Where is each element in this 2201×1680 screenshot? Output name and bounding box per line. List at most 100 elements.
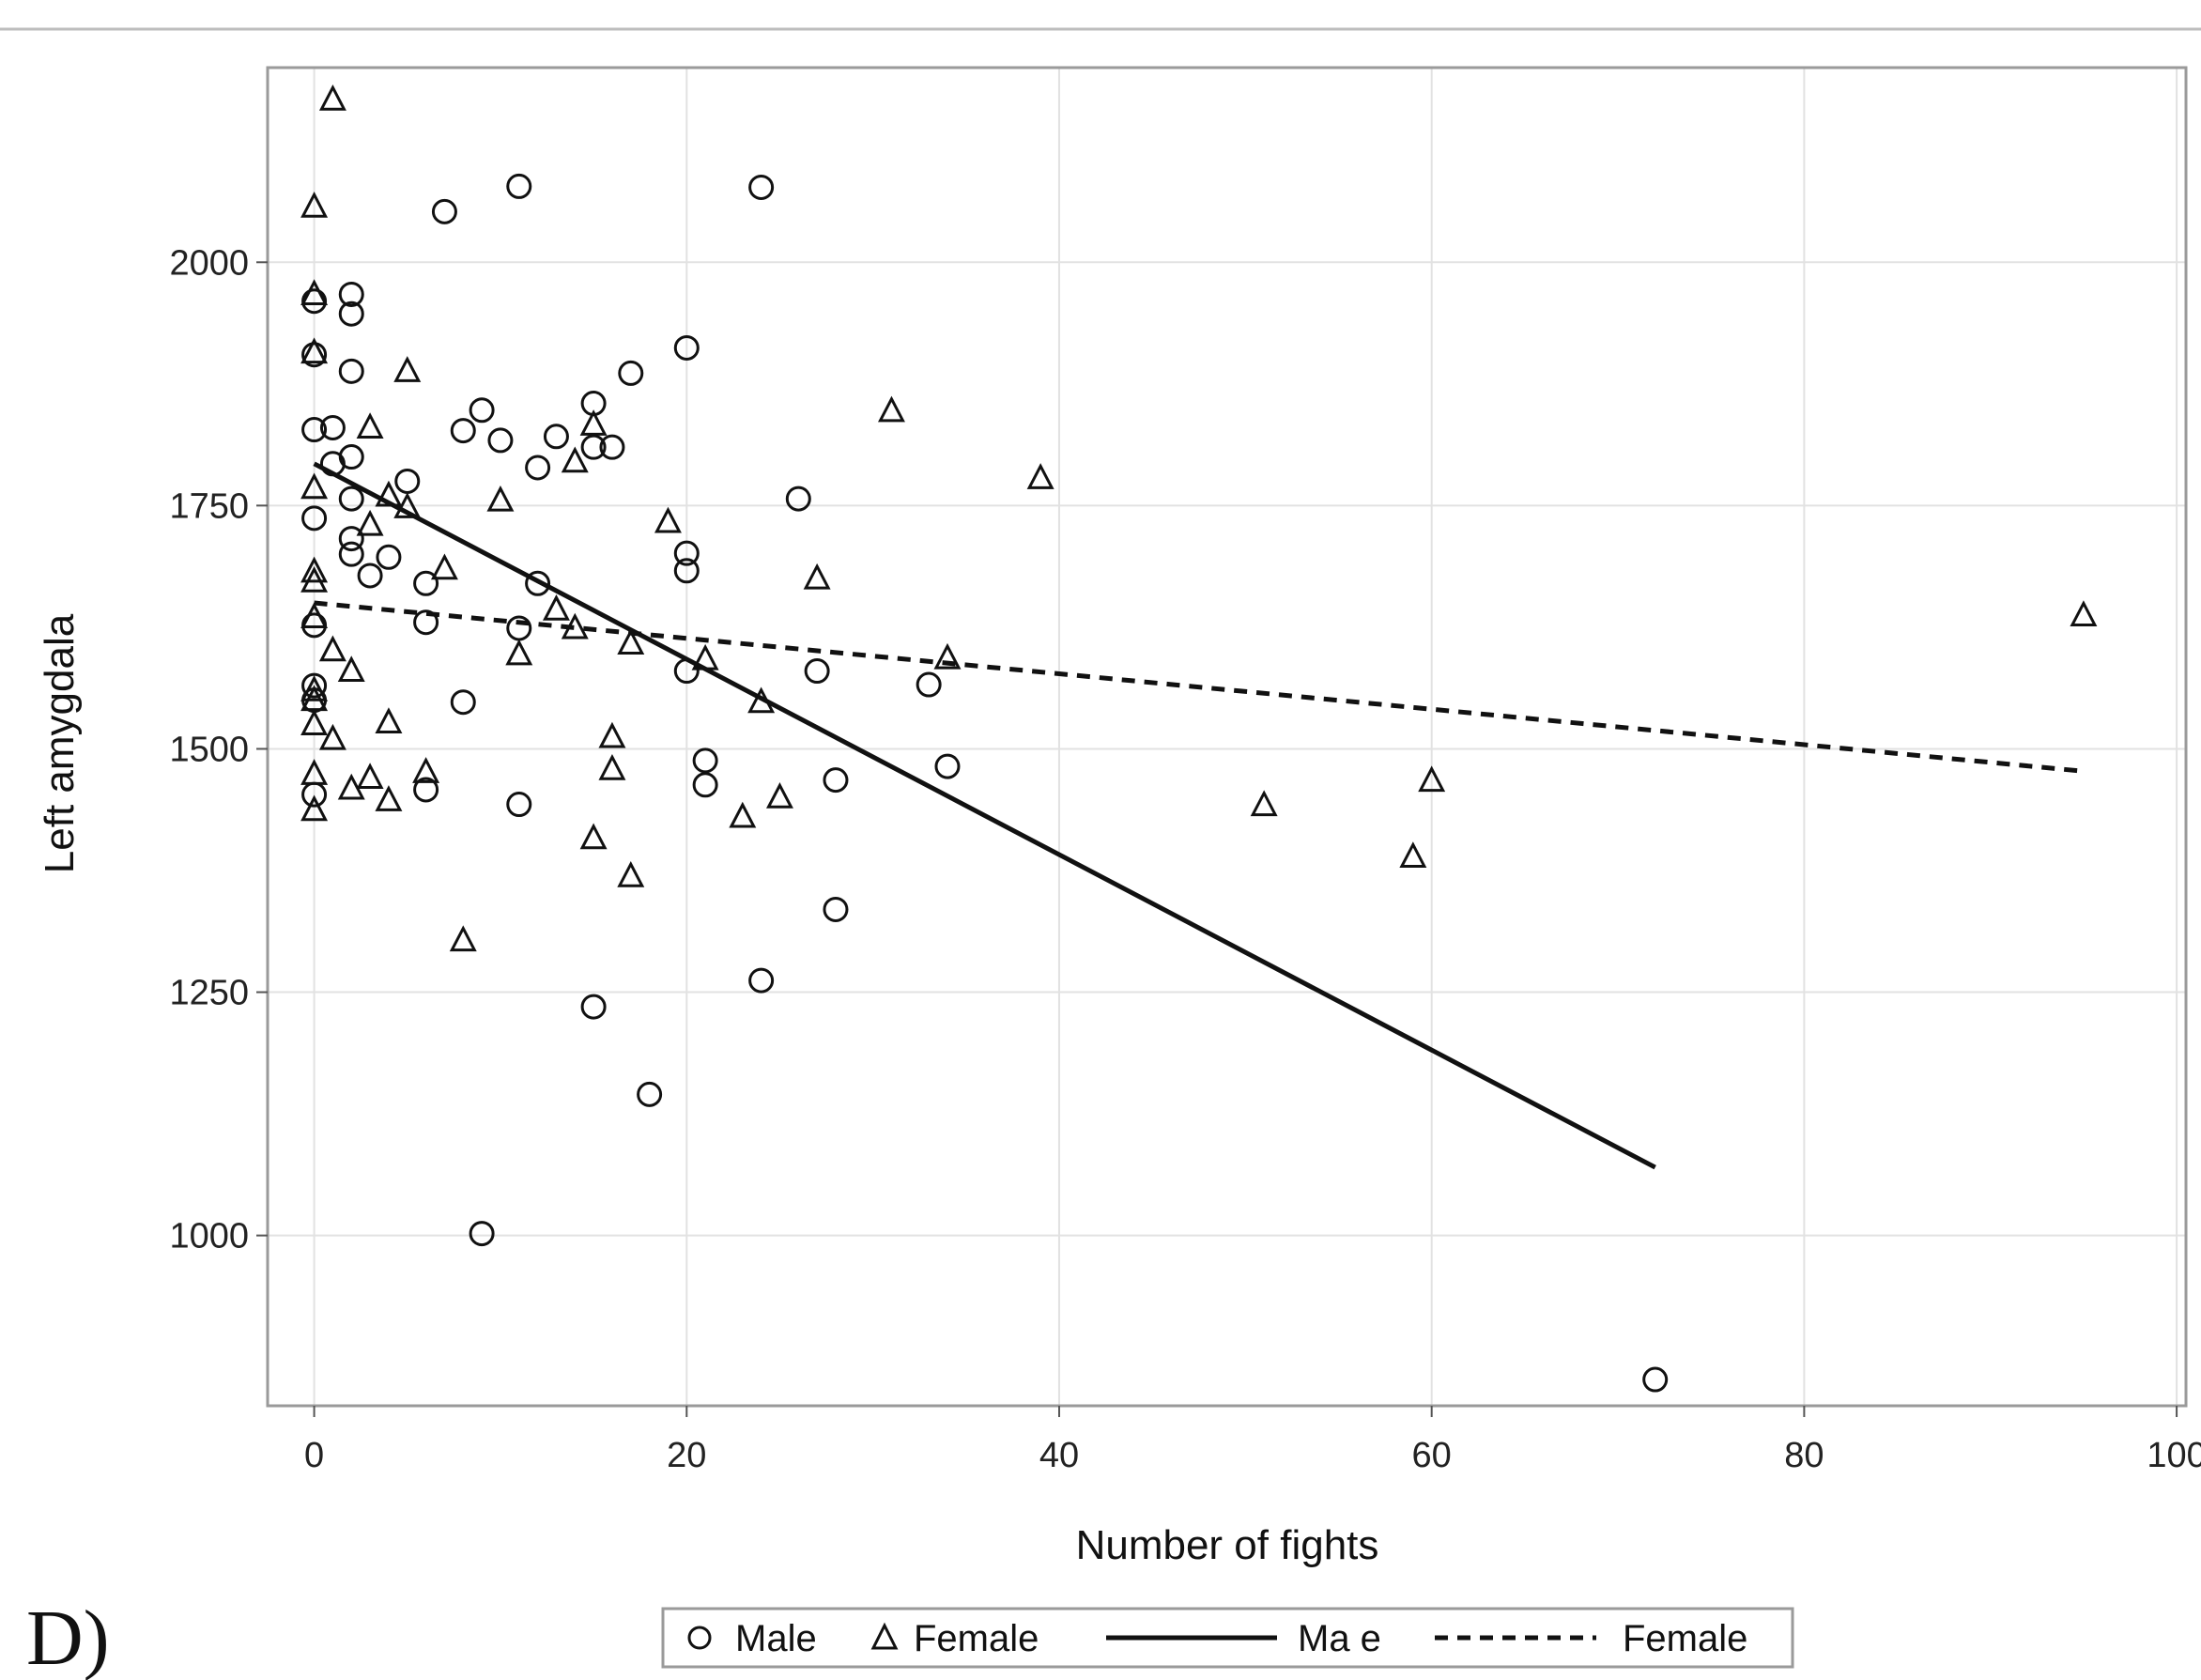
data-point-male — [413, 570, 439, 596]
axis-ticks: 0 20 40 60 80 100 1000 1250 1500 1750 2000 — [169, 243, 2201, 1475]
data-point-female — [300, 565, 329, 593]
data-point-female — [337, 773, 365, 800]
data-point-female — [430, 553, 458, 580]
data-point-female — [375, 707, 403, 733]
data-point-male — [692, 772, 718, 798]
data-point-male — [916, 671, 942, 698]
data-point-female — [300, 279, 329, 305]
data-point-female — [561, 446, 589, 473]
data-point-male — [413, 609, 439, 636]
data-point-female — [803, 563, 831, 590]
fit-line-female-dashed — [314, 600, 2085, 774]
data-point-female — [598, 721, 626, 748]
data-point-female — [375, 785, 403, 811]
data-point-male — [580, 434, 607, 460]
data-point-male — [338, 358, 364, 384]
data-point-male — [580, 994, 607, 1020]
data-point-female — [300, 759, 329, 785]
data-point-male — [673, 658, 700, 685]
x-tick-label: 40 — [1039, 1436, 1079, 1475]
data-point-male — [338, 444, 364, 470]
data-point-male — [748, 174, 775, 200]
data-point-male — [748, 967, 775, 994]
fit-lines — [313, 461, 2085, 1170]
data-point-male — [506, 173, 532, 199]
data-point-male — [785, 486, 811, 512]
data-point-female — [1418, 765, 1446, 793]
data-point-female — [300, 709, 329, 736]
y-tick-label: 1500 — [169, 730, 249, 769]
data-point-male — [338, 281, 364, 307]
data-point-female — [393, 492, 422, 518]
data-point-female — [356, 509, 384, 536]
data-point-male — [469, 1221, 495, 1247]
data-point-female — [877, 395, 905, 423]
data-point-female — [729, 801, 757, 828]
data-point-female — [765, 782, 793, 809]
data-point-female — [1026, 463, 1054, 489]
data-points — [300, 84, 2098, 1393]
data-point-male — [673, 334, 700, 361]
y-tick-label: 2000 — [169, 243, 249, 283]
data-point-female — [356, 763, 384, 790]
data-point-male — [469, 397, 495, 424]
data-point-male — [450, 689, 476, 716]
data-point-female — [617, 860, 645, 887]
data-point-female — [486, 485, 515, 512]
data-point-male — [823, 767, 849, 794]
data-point-male — [338, 541, 364, 567]
data-point-female — [318, 723, 346, 750]
data-point-female — [747, 686, 776, 714]
data-point-female — [318, 84, 346, 111]
data-point-male — [413, 777, 439, 803]
data-point-male — [525, 455, 551, 481]
data-point-male — [599, 434, 625, 460]
data-point-female — [300, 191, 329, 218]
legend-label-male-fit: Ma e — [1298, 1618, 1381, 1659]
data-point-male — [543, 424, 569, 450]
x-tick-label: 0 — [304, 1436, 324, 1475]
data-point-female — [598, 753, 626, 780]
data-point-female — [300, 337, 329, 364]
data-point-male — [301, 417, 328, 443]
data-point-female — [300, 556, 329, 583]
data-point-female — [933, 642, 962, 670]
data-point-female — [654, 506, 682, 533]
data-point-male — [525, 570, 551, 596]
data-point-male — [1642, 1366, 1669, 1393]
data-point-male — [506, 792, 532, 818]
plot-frame — [266, 66, 2188, 1408]
data-point-male — [804, 658, 830, 685]
data-point-male — [301, 672, 328, 699]
data-point-female — [561, 612, 589, 640]
data-point-male — [319, 414, 346, 440]
data-point-male — [934, 753, 961, 779]
legend-circle-icon — [687, 1626, 712, 1650]
data-point-female — [393, 356, 422, 382]
data-point-female — [356, 412, 384, 439]
fit-line-male-solid — [313, 461, 1656, 1170]
legend-label-female-fit: Female — [1623, 1618, 1747, 1659]
data-point-female — [691, 643, 719, 670]
data-point-female — [375, 480, 403, 507]
legend-label-female-points: Female — [914, 1618, 1039, 1659]
data-point-male — [338, 526, 364, 552]
x-tick-label: 60 — [1412, 1436, 1452, 1475]
data-point-male — [376, 544, 402, 570]
x-tick-label: 20 — [667, 1436, 706, 1475]
y-tick-label: 1750 — [169, 486, 249, 526]
data-point-female — [505, 639, 533, 666]
data-point-female — [318, 635, 346, 662]
data-point-male — [431, 198, 457, 224]
y-axis-label: Left amygdala — [37, 613, 83, 873]
x-tick-label: 80 — [1784, 1436, 1824, 1475]
data-point-male — [673, 540, 700, 566]
y-tick-label: 1000 — [169, 1217, 249, 1256]
data-point-female — [2070, 600, 2098, 626]
data-point-female — [300, 602, 329, 629]
data-point-male — [338, 486, 364, 512]
data-point-female — [1250, 790, 1278, 817]
data-point-female — [617, 628, 645, 655]
